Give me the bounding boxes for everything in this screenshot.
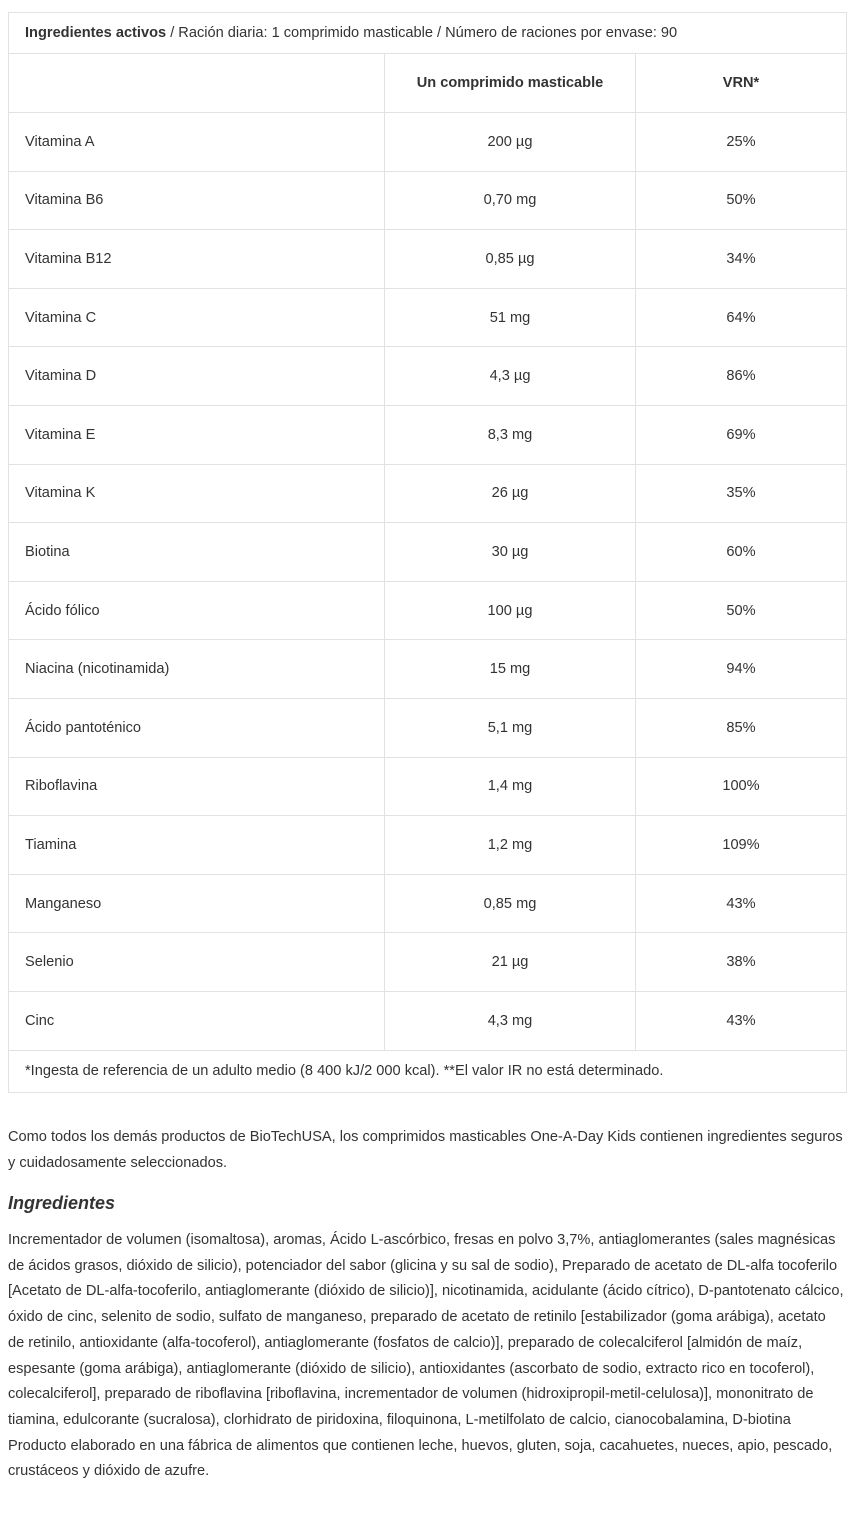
value-cell: 1,2 mg <box>384 815 636 875</box>
value-cell: 69% <box>635 404 847 465</box>
nutrient-cell: Tiamina <box>8 815 385 875</box>
header-cell: Un comprimido masticable <box>384 53 636 113</box>
data-row: Vitamina A 200 µg 25% <box>8 112 847 172</box>
data-row: Biotina 30 µg 60% <box>8 522 847 582</box>
data-row: Vitamina B6 0,70 mg 50% <box>8 170 847 231</box>
data-row: Tiamina 1,2 mg 109% <box>8 815 847 875</box>
ingredients-text: Incrementador de volumen (isomaltosa), a… <box>8 1228 846 1485</box>
title-bold: Ingredientes activos <box>25 25 167 41</box>
footnote: *Ingesta de referencia de un adulto medi… <box>8 1049 847 1093</box>
title-rest: / Ración diaria: 1 comprimido masticable… <box>170 25 678 41</box>
value-cell: 50% <box>635 170 847 231</box>
nutrition-table: Ingredientes activos / Ración diaria: 1 … <box>8 12 847 1093</box>
nutrient-cell: Vitamina A <box>8 112 385 172</box>
data-row: Riboflavina 1,4 mg 100% <box>8 756 847 817</box>
data-row: Selenio 21 µg 38% <box>8 932 847 992</box>
data-row: Vitamina K 26 µg 35% <box>8 463 847 524</box>
value-cell: 51 mg <box>384 287 636 348</box>
data-row: Vitamina E 8,3 mg 69% <box>8 404 847 465</box>
value-cell: 64% <box>635 287 847 348</box>
data-row: Ácido pantoténico 5,1 mg 85% <box>8 697 847 758</box>
nutrient-cell: Vitamina D <box>8 346 385 406</box>
value-cell: 86% <box>635 346 847 406</box>
title-row: Ingredientes activos / Ración diaria: 1 … <box>8 12 847 54</box>
intro: Como todos los demás productos de BioTec… <box>8 1129 843 1171</box>
ingredients-list: Incrementador de volumen (isomaltosa), a… <box>8 1232 844 1428</box>
value-cell: 35% <box>635 463 847 524</box>
nutrient-cell: Niacina (nicotinamida) <box>8 639 385 699</box>
nutrient-cell: Vitamina K <box>8 463 385 524</box>
nutrient-cell: Biotina <box>8 522 385 582</box>
value-cell: 100% <box>635 756 847 817</box>
value-cell: 109% <box>635 815 847 875</box>
value-cell: 25% <box>635 112 847 172</box>
data-row: Cinc 4,3 mg 43% <box>8 990 847 1051</box>
value-cell: 21 µg <box>384 932 636 992</box>
value-cell: 94% <box>635 639 847 699</box>
nutrient-cell: Vitamina B12 <box>8 229 385 289</box>
data-row: Ácido fólico 100 µg 50% <box>8 580 847 641</box>
ingredients-heading: Ingredientes <box>8 1193 116 1213</box>
allergens: Producto elaborado en una fábrica de ali… <box>8 1437 833 1480</box>
value-cell: 60% <box>635 522 847 582</box>
title-cell: Ingredientes activos / Ración diaria: 1 … <box>8 12 847 54</box>
value-cell: 50% <box>635 580 847 641</box>
data-row: Vitamina B12 0,85 µg 34% <box>8 229 847 289</box>
nutrient-cell: Vitamina B6 <box>8 170 385 231</box>
nutrient-cell: Cinc <box>8 990 385 1051</box>
value-cell: 4,3 µg <box>384 346 636 406</box>
data-row: Vitamina D 4,3 µg 86% <box>8 346 847 406</box>
header-row: Un comprimido masticable VRN* <box>8 53 847 113</box>
value-cell: 8,3 mg <box>384 404 636 465</box>
value-cell: 15 mg <box>384 639 636 699</box>
data-row: Vitamina C 51 mg 64% <box>8 287 847 348</box>
footnote-row: *Ingesta de referencia de un adulto medi… <box>8 1049 847 1093</box>
header-empty <box>8 53 385 113</box>
value-cell: 34% <box>635 229 847 289</box>
value-cell: 200 µg <box>384 112 636 172</box>
value-cell: 43% <box>635 990 847 1051</box>
nutrient-cell: Vitamina E <box>8 404 385 465</box>
nutrient-cell: Riboflavina <box>8 756 385 817</box>
nutrient-cell: Ácido fólico <box>8 580 385 641</box>
value-cell: 0,85 µg <box>384 229 636 289</box>
value-cell: 85% <box>635 697 847 758</box>
value-cell: 1,4 mg <box>384 756 636 817</box>
data-row: Niacina (nicotinamida) 15 mg 94% <box>8 639 847 699</box>
nutrient-cell: Manganeso <box>8 873 385 934</box>
nutrient-cell: Ácido pantoténico <box>8 697 385 758</box>
value-cell: 5,1 mg <box>384 697 636 758</box>
value-cell: 4,3 mg <box>384 990 636 1051</box>
value-cell: 0,85 mg <box>384 873 636 934</box>
nutrient-cell: Selenio <box>8 932 385 992</box>
nutrient-cell: Vitamina C <box>8 287 385 348</box>
data-row: Manganeso 0,85 mg 43% <box>8 873 847 934</box>
header-cell: VRN* <box>635 53 847 113</box>
value-cell: 26 µg <box>384 463 636 524</box>
value-cell: 0,70 mg <box>384 170 636 231</box>
value-cell: 100 µg <box>384 580 636 641</box>
value-cell: 30 µg <box>384 522 636 582</box>
value-cell: 38% <box>635 932 847 992</box>
value-cell: 43% <box>635 873 847 934</box>
